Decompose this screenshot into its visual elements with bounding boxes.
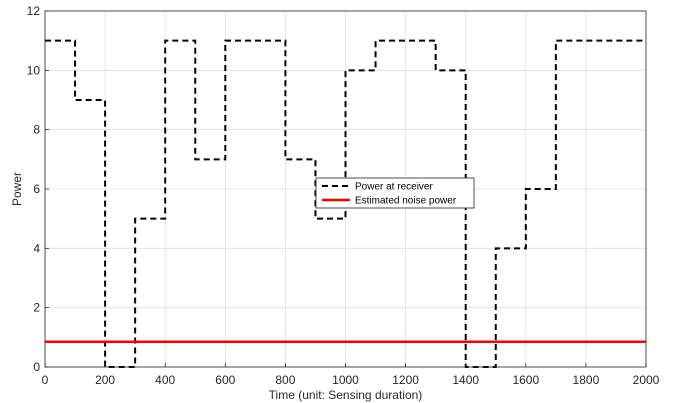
- legend-box: [315, 177, 475, 209]
- y-tick-label: 10: [27, 63, 41, 77]
- x-tick-label: 1400: [452, 373, 479, 387]
- x-axis-label: Time (unit: Sensing duration): [269, 388, 423, 402]
- y-tick-label: 4: [33, 241, 40, 255]
- x-tick-label: 1600: [512, 373, 539, 387]
- y-tick-label: 0: [33, 360, 40, 374]
- series-layer: [45, 39, 646, 368]
- x-tick-label: 0: [42, 373, 49, 387]
- y-tick-label: 8: [33, 123, 40, 137]
- x-tick-label: 1000: [332, 373, 359, 387]
- axis-ticks: 0 200 400 600 800 1000 1200 1400 1600 1800 2000 0 2 4…: [27, 4, 660, 387]
- legend: Power at receiver Estimated noise power: [315, 177, 475, 209]
- y-tick-label: 6: [33, 182, 40, 196]
- y-tick-label: 2: [33, 301, 40, 315]
- legend-entry-estimated-noise-power: Estimated noise power: [355, 196, 457, 207]
- x-tick-label: 600: [215, 373, 235, 387]
- x-tick-label: 1200: [392, 373, 419, 387]
- x-tick-label: 200: [95, 373, 115, 387]
- x-tick-label: 1800: [573, 373, 600, 387]
- x-tick-label: 400: [155, 373, 175, 387]
- y-axis-label: Power: [10, 172, 24, 206]
- legend-entry-power-at-receiver: Power at receiver: [355, 182, 433, 193]
- x-tick-label: 800: [275, 373, 295, 387]
- x-tick-label: 2000: [633, 373, 660, 387]
- y-tick-label: 12: [27, 4, 41, 18]
